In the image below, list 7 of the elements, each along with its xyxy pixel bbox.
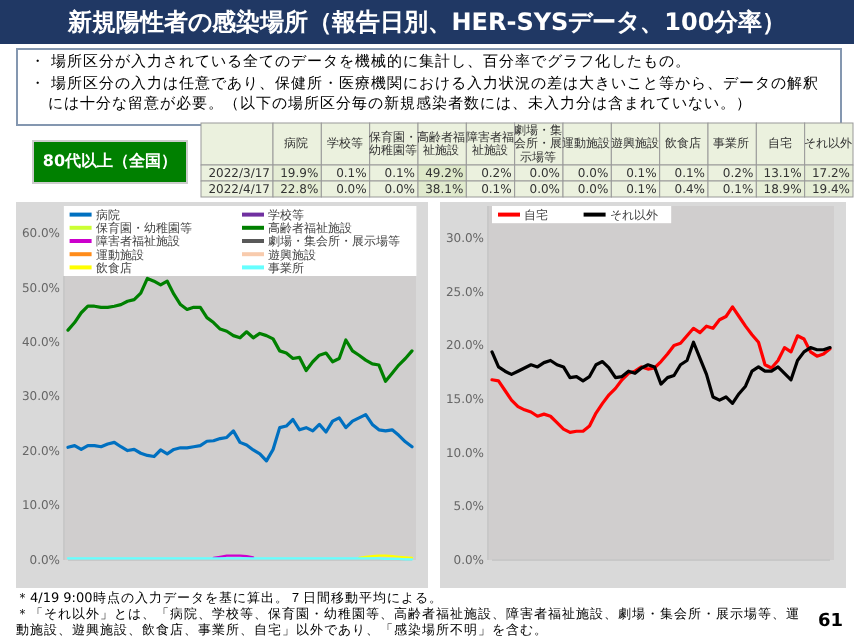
line-series bbox=[66, 412, 414, 463]
line-series bbox=[490, 340, 832, 405]
line-series bbox=[66, 276, 414, 383]
text: 61 bbox=[818, 612, 844, 632]
text: 80代以上（全国） bbox=[32, 140, 188, 184]
line-series bbox=[490, 305, 832, 434]
text: 新規陽性者の感染場所（報告日別、HER-SYSデータ、100分率） bbox=[0, 0, 854, 44]
